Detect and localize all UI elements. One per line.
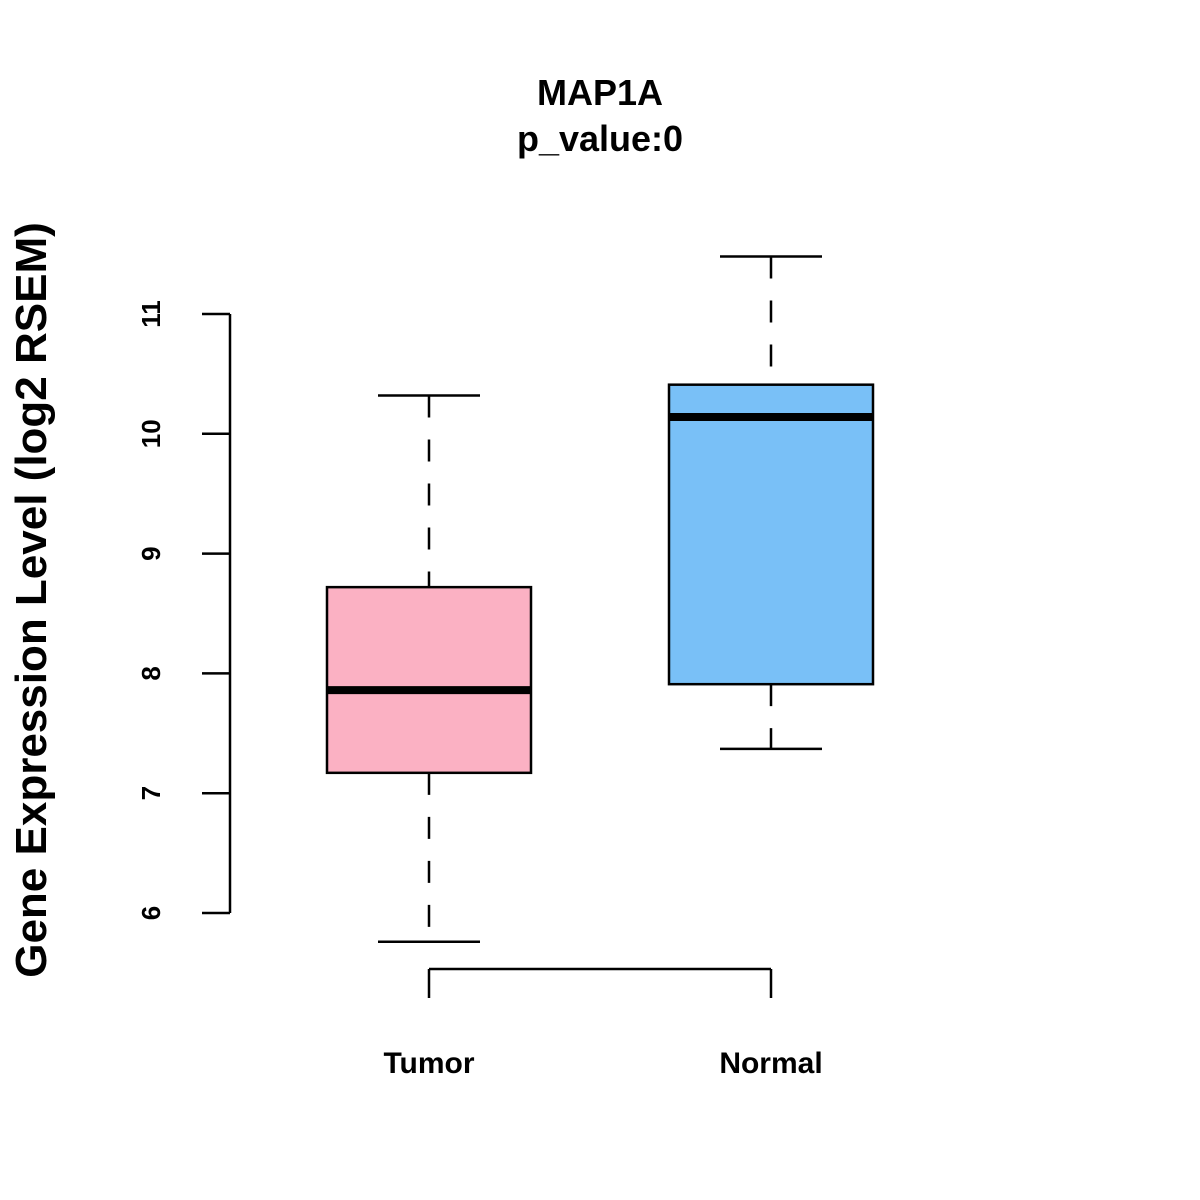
box-series — [325, 255, 875, 944]
chart-subtitle: p_value:0 — [517, 118, 683, 159]
iqr-box — [325, 585, 533, 775]
x-axis: Tumor Normal — [383, 967, 823, 1080]
y-tick-label: 10 — [136, 419, 166, 448]
iqr-box — [667, 383, 875, 686]
y-tick-label: 8 — [136, 666, 166, 680]
y-axis-title: Gene Expression Level (log2 RSEM) — [7, 222, 56, 978]
box-tumor — [325, 394, 533, 944]
box-normal — [667, 255, 875, 751]
y-tick-label: 9 — [136, 546, 166, 560]
y-tick-label: 7 — [136, 786, 166, 800]
y-axis: 6 7 8 9 10 11 — [136, 300, 232, 920]
y-tick-label: 11 — [136, 300, 166, 328]
x-tick-label-tumor: Tumor — [383, 1047, 474, 1080]
chart-title: MAP1A — [537, 72, 663, 113]
x-tick-label-normal: Normal — [719, 1047, 822, 1080]
y-tick-label: 6 — [136, 906, 166, 920]
